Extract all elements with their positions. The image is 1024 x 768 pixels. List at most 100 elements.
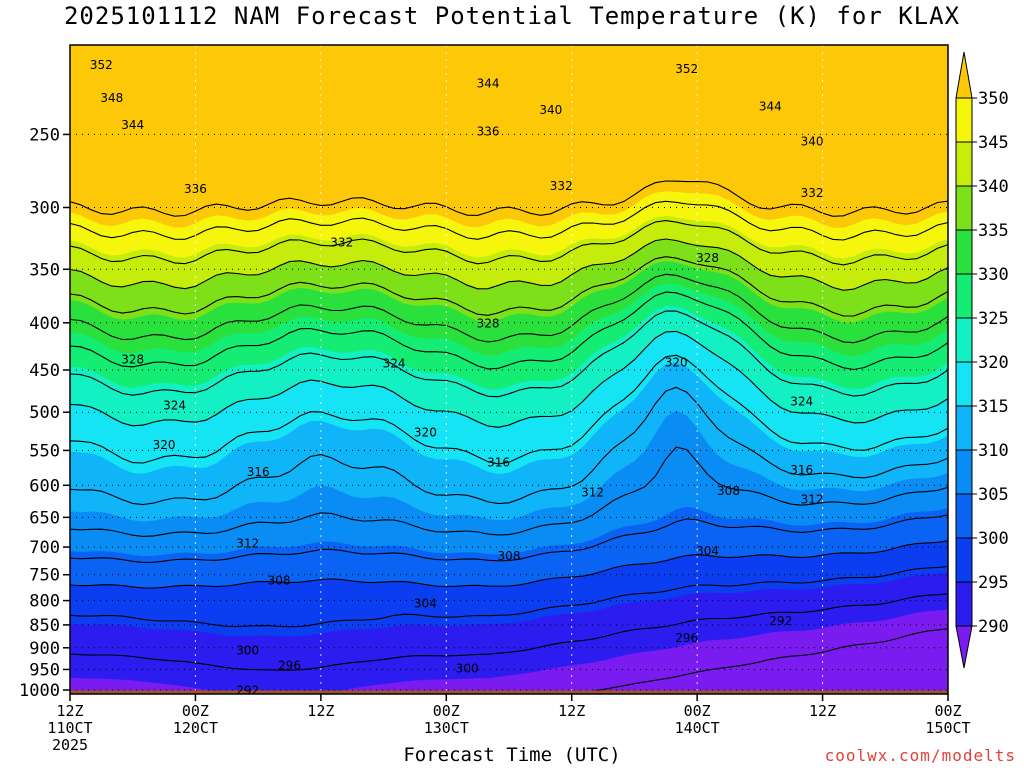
colorbar-swatch-330: [955, 229, 973, 275]
colorbar-label-290: 290: [978, 617, 1009, 637]
x-tick-label: 130CT: [424, 719, 469, 737]
y-tick-label-700: 700: [29, 538, 60, 558]
colorbar-label-300: 300: [978, 529, 1009, 549]
contour-line-348: [70, 200, 948, 241]
contour-label: 332: [801, 186, 824, 200]
contour-label: 320: [414, 425, 437, 439]
contour-label: 344: [477, 77, 500, 91]
x-tick-label: 2025: [52, 736, 88, 754]
contour-label: 292: [236, 684, 259, 698]
colorbar-label-345: 345: [978, 133, 1009, 153]
contour-label: 344: [759, 100, 782, 114]
dotted-gridlines: [69, 45, 949, 694]
contour-label: 328: [477, 316, 500, 330]
pressure-axis: 250 300 350 400 450 500 550 600 650 700 750 800 850 9…: [19, 125, 70, 701]
x-tick-label: 00Z: [684, 702, 711, 720]
contour-label: 316: [487, 455, 510, 469]
y-tick-label-600: 600: [29, 476, 60, 496]
contour-line-304: [70, 514, 948, 563]
contour-label: 320: [153, 438, 176, 452]
x-tick-label: 00Z: [182, 702, 209, 720]
y-tick-label-450: 450: [29, 361, 60, 381]
contour-label: 312: [236, 537, 259, 551]
contour-label: 352: [675, 62, 698, 76]
contour-line-328: [70, 291, 948, 371]
y-tick-label-500: 500: [29, 403, 60, 423]
credit-text: coolwx.com/modelts: [824, 746, 1016, 765]
colorbar-swatch-325: [955, 273, 973, 319]
contour-label: 336: [184, 182, 207, 196]
y-tick-label-950: 950: [29, 660, 60, 680]
colorbar-label-340: 340: [978, 177, 1009, 197]
contour-line-320: [70, 330, 948, 428]
colorbar-swatch-295: [955, 537, 973, 583]
colorbar-swatch-300: [955, 493, 973, 539]
contour-label: 308: [717, 484, 740, 498]
colorbar-label-325: 325: [978, 309, 1009, 329]
x-tick-label: 00Z: [433, 702, 460, 720]
contour-label: 324: [163, 398, 186, 412]
x-tick-label: 120CT: [173, 719, 218, 737]
colorbar-label-305: 305: [978, 485, 1009, 505]
colorbar-label-330: 330: [978, 265, 1009, 285]
y-tick-label-800: 800: [29, 592, 60, 612]
contour-line-288: [582, 628, 948, 694]
y-tick-label-300: 300: [29, 198, 60, 218]
y-tick-label-900: 900: [29, 639, 60, 659]
contour-line-340: [70, 238, 948, 291]
y-tick-label-750: 750: [29, 566, 60, 586]
x-tick-label: 12Z: [809, 702, 836, 720]
colorbar-label-315: 315: [978, 397, 1009, 417]
colorbar: 290 295 300 305 310 315 320 325 330 335 340 345 350: [955, 51, 1009, 669]
x-tick-label: 12Z: [56, 702, 83, 720]
colorbar-label-335: 335: [978, 221, 1009, 241]
x-tick-label: 110CT: [47, 719, 92, 737]
colorbar-swatch-305: [955, 449, 973, 495]
contour-line-316: [70, 354, 948, 465]
contour-label: 304: [414, 597, 437, 611]
contour-line-332: [70, 273, 948, 344]
x-axis-title: Forecast Time (UTC): [403, 744, 621, 766]
contour-line-336: [70, 256, 948, 317]
colorbar-label-320: 320: [978, 353, 1009, 373]
contour-line-292: [70, 593, 948, 671]
y-tick-label-650: 650: [29, 508, 60, 528]
y-tick-label-350: 350: [29, 260, 60, 280]
contour-line-344: [70, 220, 948, 266]
contour-line-312: [70, 386, 948, 506]
x-tick-label: 150CT: [925, 719, 970, 737]
y-tick-label-250: 250: [29, 125, 60, 145]
y-tick-label-1000: 1000: [19, 681, 60, 701]
contour-label: 336: [477, 125, 500, 139]
y-tick-label-850: 850: [29, 616, 60, 636]
colorbar-swatch-320: [955, 317, 973, 363]
contour-label: 340: [801, 134, 824, 148]
contour-label: 308: [498, 549, 521, 563]
contour-label: 304: [696, 544, 719, 558]
colorbar-label-350: 350: [978, 89, 1009, 109]
contour-label: 308: [268, 574, 291, 588]
contour-label: 344: [121, 118, 144, 132]
contour-label: 328: [696, 251, 719, 265]
contour-labels: 352 348 344 336 344 340 336 352 344 340 332 332 332 3…: [90, 58, 824, 698]
band-fill-below-290: [70, 609, 948, 694]
ground-layer: [70, 690, 948, 694]
chart-title: 2025101112 NAM Forecast Potential Temper…: [63, 2, 961, 30]
x-tick-label: 12Z: [307, 702, 334, 720]
colorbar-swatch-290: [955, 581, 973, 627]
contour-line-308: [70, 446, 948, 537]
colorbar-low-arrow: [955, 625, 973, 669]
contour-line-324: [70, 310, 948, 398]
contour-label: 296: [675, 631, 698, 645]
colorbar-swatch-340: [955, 141, 973, 187]
x-tick-label: 00Z: [934, 702, 961, 720]
contour-label: 312: [581, 485, 604, 499]
y-tick-label-400: 400: [29, 314, 60, 334]
contour-label: 316: [790, 463, 813, 477]
x-tick-label: 12Z: [558, 702, 585, 720]
contour-label: 324: [383, 356, 406, 370]
colorbar-label-310: 310: [978, 441, 1009, 461]
colorbar-label-295: 295: [978, 573, 1009, 593]
